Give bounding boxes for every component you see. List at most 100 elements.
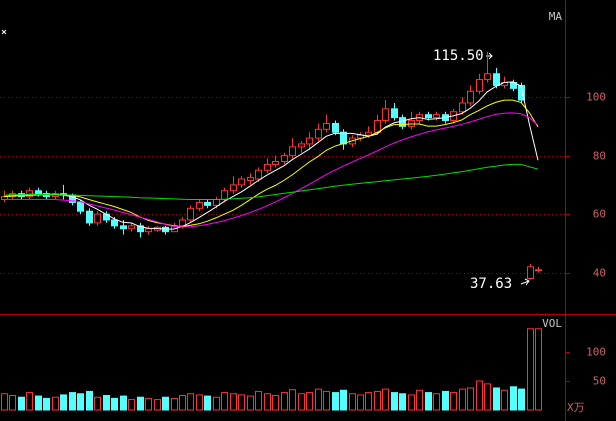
candle-body xyxy=(340,131,347,145)
candle-body xyxy=(35,190,42,195)
volume-bar xyxy=(306,392,313,411)
candle-body xyxy=(77,201,84,212)
volume-bar xyxy=(35,395,42,411)
volume-bar xyxy=(510,386,517,411)
candle-body xyxy=(86,210,93,224)
volume-bar xyxy=(9,394,16,411)
volume-bar xyxy=(171,397,178,411)
candle-body xyxy=(281,155,288,162)
volume-bar xyxy=(86,390,93,411)
candle-body xyxy=(382,108,389,122)
candle-body xyxy=(272,160,279,165)
volume-bar xyxy=(52,396,59,411)
volume-bar xyxy=(535,328,542,411)
volume-bar xyxy=(154,399,161,411)
volume-bar xyxy=(162,396,169,411)
volume-unit: X万 xyxy=(567,401,585,414)
candle-body xyxy=(179,219,186,227)
candle-body xyxy=(323,122,330,130)
volume-bar xyxy=(187,393,194,411)
candle-body xyxy=(145,228,152,233)
volume-bar xyxy=(1,393,8,411)
volume-bar xyxy=(213,396,220,411)
volume-bar xyxy=(18,396,25,411)
candle-body xyxy=(247,177,254,181)
candle-body xyxy=(289,146,296,157)
candle-body xyxy=(493,73,500,86)
candle-body xyxy=(425,114,432,119)
candle-body xyxy=(137,225,144,233)
candle-body xyxy=(332,122,339,133)
volume-bar xyxy=(484,383,491,411)
candle-body xyxy=(527,266,534,279)
volume-bar xyxy=(247,395,254,411)
volume-bar xyxy=(442,390,449,411)
annotation: 115.50 xyxy=(433,48,484,64)
volume-bar xyxy=(382,388,389,411)
volume-bar xyxy=(230,393,237,411)
volume-bar xyxy=(145,397,152,411)
candle-body xyxy=(306,137,313,145)
candle-body xyxy=(467,90,474,104)
candle-body xyxy=(196,201,203,209)
volume-bar xyxy=(255,390,262,411)
y-tick-label: 50 xyxy=(593,375,606,388)
ma-line xyxy=(3,163,539,200)
candle-body xyxy=(484,73,491,81)
annotation-arrow xyxy=(520,278,530,286)
candle-body xyxy=(476,79,483,92)
volume-bar xyxy=(26,392,33,411)
volume-bar xyxy=(450,392,457,411)
volume-bar xyxy=(527,328,534,411)
volume-bar xyxy=(137,396,144,411)
volume-bar xyxy=(399,393,406,411)
volume-bar xyxy=(272,394,279,411)
volume-bar xyxy=(94,396,101,411)
volume-bar xyxy=(120,395,127,411)
volume-bar xyxy=(128,399,135,411)
volume-bar xyxy=(323,390,330,411)
candle-body xyxy=(120,225,127,230)
volume-bar xyxy=(60,394,67,411)
close-icon[interactable] xyxy=(1,29,7,35)
y-tick-label: 100 xyxy=(586,346,606,359)
volume-bar xyxy=(315,388,322,411)
candle-body xyxy=(94,213,101,224)
candle-body xyxy=(213,199,220,206)
volume-bar xyxy=(238,394,245,411)
candle-body xyxy=(298,143,305,148)
candle-body xyxy=(408,120,415,127)
volume-bar xyxy=(111,397,118,411)
y-tick-label: 80 xyxy=(593,150,606,163)
ma-line xyxy=(3,99,539,228)
volume-bar xyxy=(264,393,271,411)
volume-bar xyxy=(298,393,305,411)
volume-bar xyxy=(476,380,483,411)
volume-bar xyxy=(433,393,440,411)
volume-bar xyxy=(43,397,50,411)
price-label: MA xyxy=(549,10,563,23)
candle-body xyxy=(433,114,440,119)
volume-bar xyxy=(340,389,347,411)
volume-bar xyxy=(493,387,500,411)
y-tick-label: 100 xyxy=(586,91,606,104)
ma-line xyxy=(4,112,539,228)
candle-body xyxy=(535,269,542,272)
volume-bar xyxy=(408,394,415,411)
volume-bar xyxy=(349,393,356,411)
annotation: 37.63 xyxy=(470,276,512,292)
candle-body xyxy=(391,108,398,119)
candle-body xyxy=(315,128,322,139)
candle-body xyxy=(238,178,245,186)
candle-body xyxy=(187,207,194,221)
volume-bar xyxy=(77,393,84,411)
volume-bar xyxy=(425,392,432,411)
volume-bar xyxy=(374,390,381,411)
candle-body xyxy=(255,169,262,180)
volume-bar xyxy=(179,394,186,411)
candle-body xyxy=(518,84,525,101)
volume-bar xyxy=(204,395,211,411)
volume-label: VOL xyxy=(542,317,562,330)
y-tick-label: 60 xyxy=(593,208,606,221)
candle-body xyxy=(128,225,135,230)
